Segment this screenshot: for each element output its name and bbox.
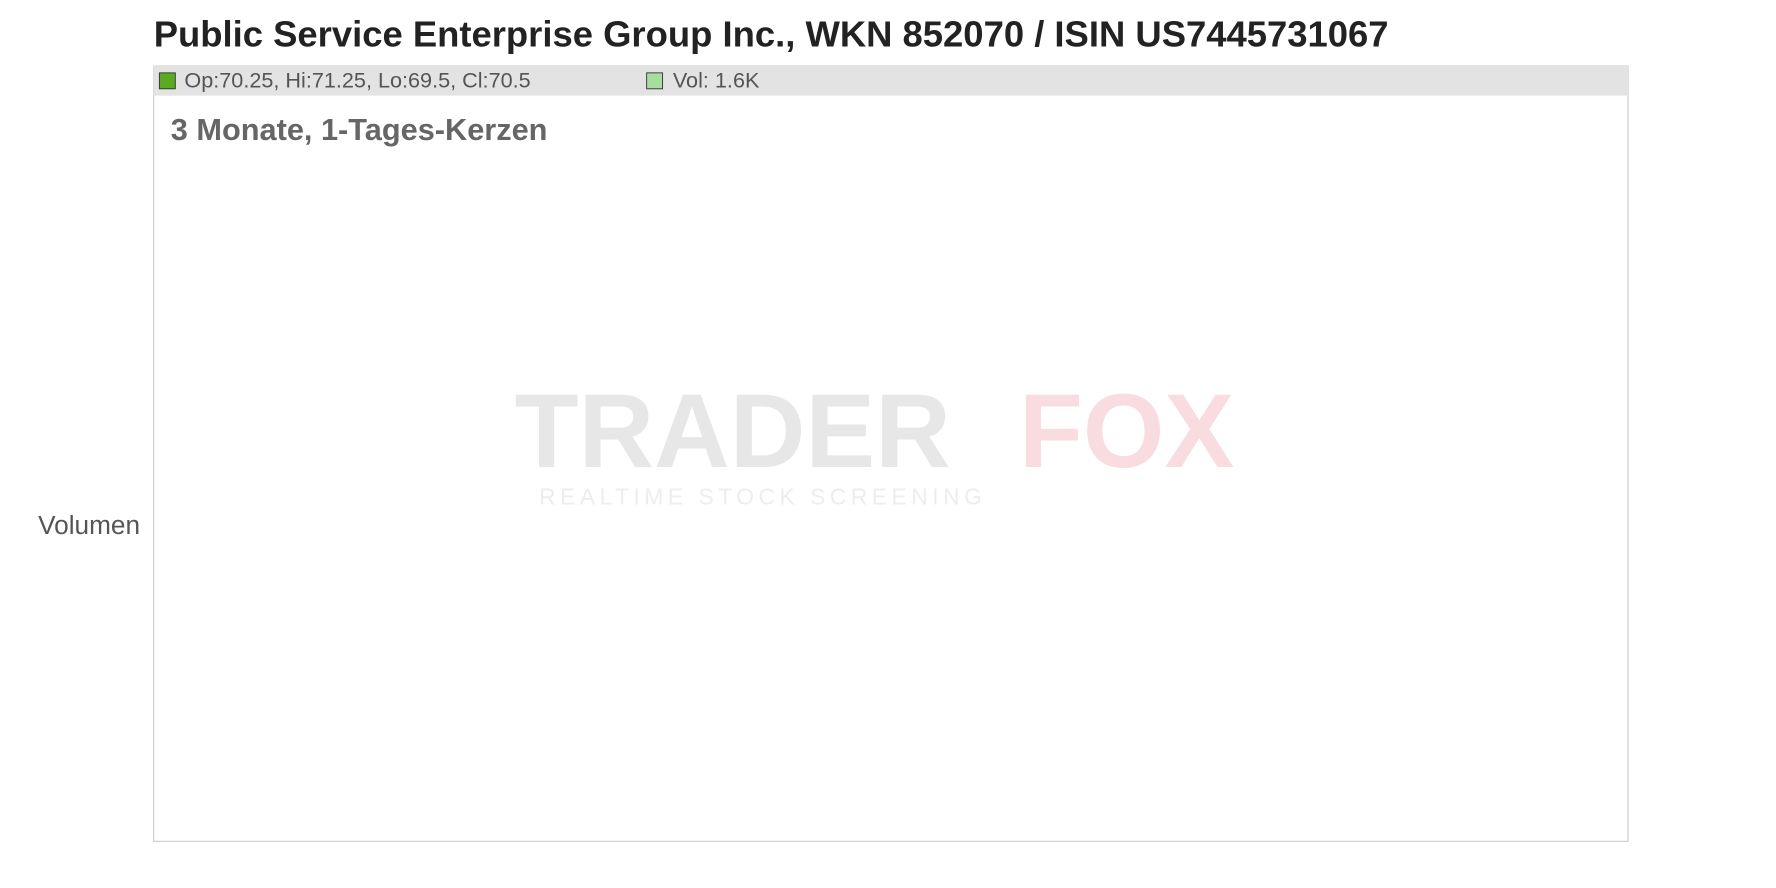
volume-axis-title: Volumen: [38, 510, 140, 540]
info-volume-swatch: [646, 72, 664, 90]
chart-body: TRADER FOX REALTIME STOCK SCREENING Op:7…: [38, 14, 1629, 842]
info-volume: Vol: 1.6K: [673, 68, 760, 93]
watermark-fox: FOX: [1019, 373, 1234, 490]
info-candle-swatch: [158, 72, 176, 90]
chart-title: Public Service Enterprise Group Inc., WK…: [154, 14, 1389, 55]
plot-frame: [153, 65, 1629, 842]
watermark-tagline: REALTIME STOCK SCREENING: [539, 483, 986, 509]
info-bar: [153, 66, 1628, 96]
watermark: TRADER FOX REALTIME STOCK SCREENING: [515, 373, 1235, 510]
chart-subtitle: 3 Monate, 1-Tages-Kerzen: [171, 112, 548, 147]
info-ohlc: Op:70.25, Hi:71.25, Lo:69.5, Cl:70.5: [184, 68, 530, 93]
watermark-trader: TRADER: [515, 373, 951, 490]
